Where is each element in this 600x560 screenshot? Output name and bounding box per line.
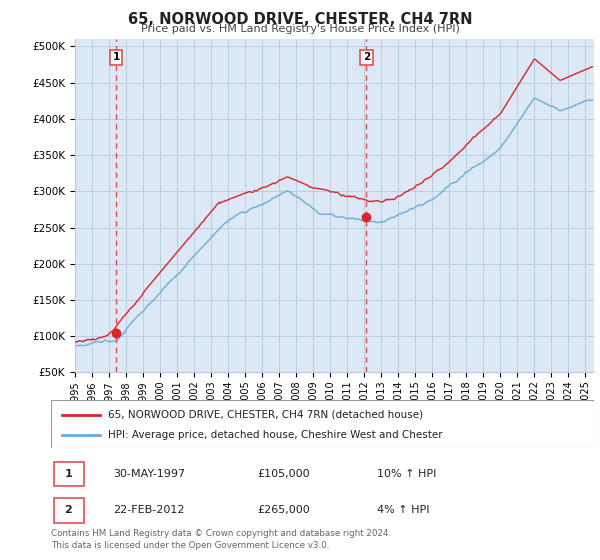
Text: 65, NORWOOD DRIVE, CHESTER, CH4 7RN (detached house): 65, NORWOOD DRIVE, CHESTER, CH4 7RN (det… [108,410,423,419]
FancyBboxPatch shape [54,498,83,523]
FancyBboxPatch shape [54,461,83,487]
Text: Price paid vs. HM Land Registry's House Price Index (HPI): Price paid vs. HM Land Registry's House … [140,24,460,34]
Text: 65, NORWOOD DRIVE, CHESTER, CH4 7RN: 65, NORWOOD DRIVE, CHESTER, CH4 7RN [128,12,472,27]
Text: £105,000: £105,000 [257,469,310,479]
Text: £265,000: £265,000 [257,505,310,515]
Text: 22-FEB-2012: 22-FEB-2012 [113,505,185,515]
Text: 2: 2 [363,52,370,62]
Text: 2: 2 [65,505,72,515]
FancyBboxPatch shape [51,400,594,448]
Text: 1: 1 [65,469,72,479]
Text: 4% ↑ HPI: 4% ↑ HPI [377,505,430,515]
Text: 1: 1 [112,52,119,62]
Text: HPI: Average price, detached house, Cheshire West and Chester: HPI: Average price, detached house, Ches… [108,430,443,440]
Text: 10% ↑ HPI: 10% ↑ HPI [377,469,436,479]
Text: 30-MAY-1997: 30-MAY-1997 [113,469,185,479]
Text: Contains HM Land Registry data © Crown copyright and database right 2024.
This d: Contains HM Land Registry data © Crown c… [51,529,391,550]
